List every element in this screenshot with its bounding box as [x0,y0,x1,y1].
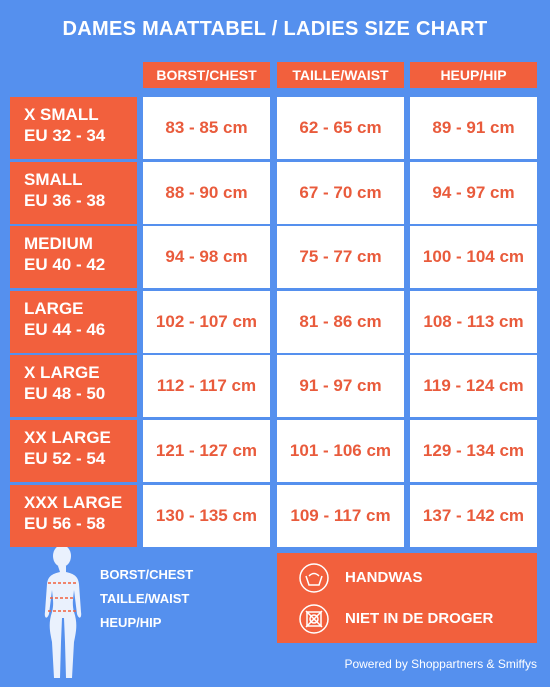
legend-item: HEUP/HIP [100,615,162,630]
cell: 121 - 127 cm [143,420,270,482]
cell: 67 - 70 cm [277,161,404,224]
row-size: LARGE [24,298,84,318]
cell: 130 - 135 cm [143,484,270,547]
row-eu: EU 32 - 34 [24,126,106,145]
cell: 94 - 98 cm [143,226,270,289]
row-header: X LARGE EU 48 - 50 [10,355,137,418]
care-item: NIET IN DE DROGER [345,610,494,627]
row-eu: EU 44 - 46 [24,319,106,339]
cell: 137 - 142 cm [410,484,537,547]
cell: 62 - 65 cm [277,97,404,159]
cell: 88 - 90 cm [143,161,270,224]
column-header: HEUP/HIP [410,62,537,88]
care-item: HANDWAS [345,569,423,586]
row-size: XX LARGE [24,428,111,447]
cell: 100 - 104 cm [410,226,537,289]
body-figure [44,545,82,678]
cell: 101 - 106 cm [277,420,404,482]
row-eu: EU 36 - 38 [24,190,106,210]
cell: 109 - 117 cm [277,484,404,547]
cell: 75 - 77 cm [277,226,404,289]
row-header: X SMALL EU 32 - 34 [10,97,137,159]
row-eu: EU 40 - 42 [24,255,106,275]
row-eu: EU 52 - 54 [24,449,106,468]
row-size: SMALL [24,169,83,189]
cell: 94 - 97 cm [410,161,537,224]
row-header: XX LARGE EU 52 - 54 [10,420,137,482]
row-header: MEDIUM EU 40 - 42 [10,226,137,289]
row-header: SMALL EU 36 - 38 [10,161,137,224]
care-icons [299,563,329,634]
row-size: X SMALL [24,105,99,124]
column-header: TAILLE/WAIST [277,62,404,88]
care-box [277,553,537,643]
row-eu: EU 48 - 50 [24,384,106,404]
cell: 91 - 97 cm [277,355,404,418]
cell: 89 - 91 cm [410,97,537,159]
row-size: X LARGE [24,363,100,383]
cell: 81 - 86 cm [277,290,404,353]
cell: 129 - 134 cm [410,420,537,482]
legend-item: BORST/CHEST [100,567,194,582]
row-header: XXX LARGE EU 56 - 58 [10,484,137,547]
cell: 102 - 107 cm [143,290,270,353]
row-size: XXX LARGE [24,492,123,512]
row-size: MEDIUM [24,234,93,254]
legend-item: TAILLE/WAIST [100,591,190,606]
column-header: BORST/CHEST [143,62,270,88]
cell: 108 - 113 cm [410,290,537,353]
title: DAMES MAATTABEL / LADIES SIZE CHART [62,18,488,40]
cell: 119 - 124 cm [410,355,537,418]
cell: 83 - 85 cm [143,97,270,159]
cell: 112 - 117 cm [143,355,270,418]
row-header: LARGE EU 44 - 46 [10,290,137,353]
footer: Powered by Shoppartners & Smiffys [344,657,537,671]
row-eu: EU 56 - 58 [24,513,106,533]
